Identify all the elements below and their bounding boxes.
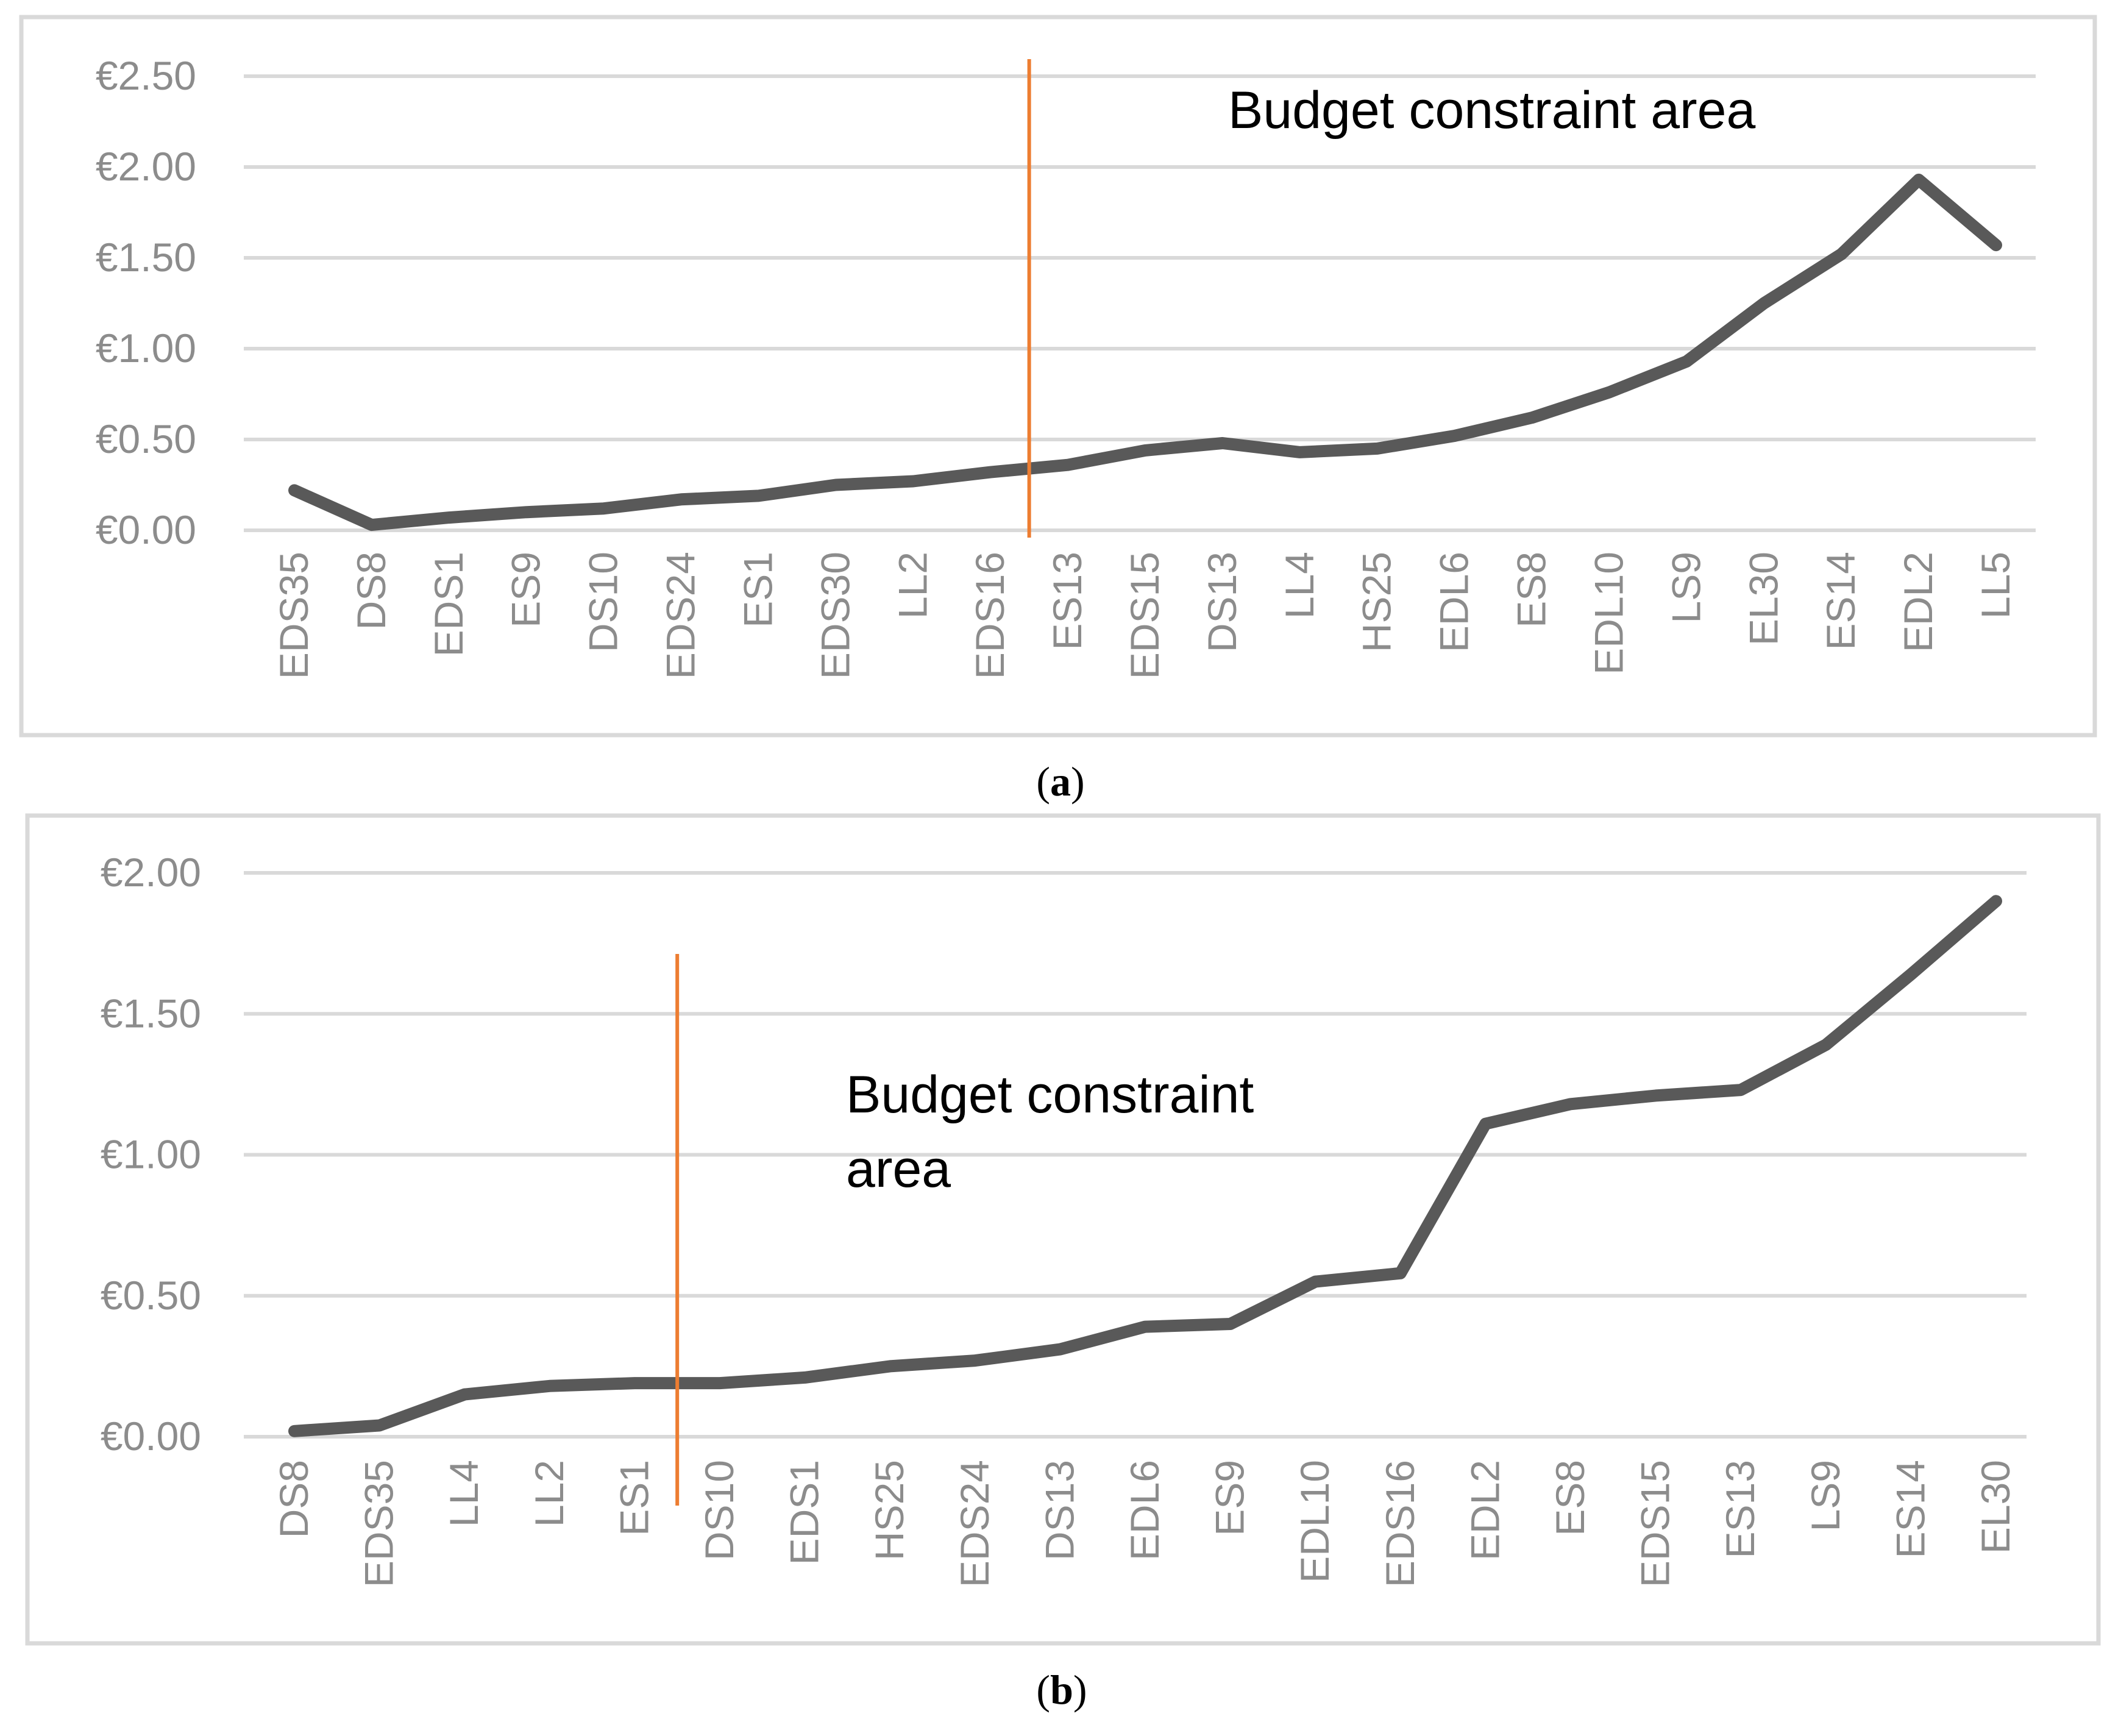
chart-a: €0.00€0.50€1.00€1.50€2.00€2.50 EDS35 DS8 E… [19, 15, 2097, 738]
a-x-tick-label: EDL6 [1432, 552, 1477, 652]
a-x-tick-label: EDS16 [967, 552, 1012, 679]
a-x-tick-label: DS10 [581, 552, 626, 652]
b-x-tick-label: EDS35 [357, 1460, 402, 1587]
chart-b-annotation-line-2: area [846, 1140, 951, 1198]
b-x-tick-label: DS8 [271, 1460, 316, 1538]
a-x-tick-label: ES1 [735, 552, 780, 628]
b-x-tick-label: EDS15 [1633, 1460, 1678, 1587]
b-x-tick-label: EDS16 [1377, 1460, 1423, 1587]
b-x-tick-label: ES13 [1718, 1460, 1763, 1558]
chart-a-annotation: Budget constraint area [1228, 81, 1756, 140]
a-x-tick-label: EDS15 [1122, 552, 1167, 679]
a-x-tick-label: EDS24 [658, 552, 703, 679]
b-y-tick-label: €1.00 [101, 1132, 201, 1177]
b-x-tick-label: EDL2 [1462, 1460, 1507, 1560]
chart-a-series-line [288, 173, 2002, 532]
a-x-tick-label: DS13 [1199, 552, 1245, 652]
b-x-tick-label: DS10 [697, 1460, 742, 1560]
chart-a-frame [19, 15, 2097, 738]
a-x-tick-label: EDS35 [271, 552, 316, 679]
a-y-tick-label: €2.50 [96, 53, 196, 98]
a-y-tick-label: €1.00 [96, 326, 196, 371]
a-y-tick-label: €1.50 [96, 235, 196, 280]
chart-b-panel-label: (b) [1036, 1667, 1087, 1713]
b-x-tick-label: LL2 [527, 1460, 572, 1527]
b-x-tick-label: ES1 [611, 1460, 656, 1536]
b-x-tick-label: LS9 [1803, 1460, 1848, 1531]
a-x-tick-label: EDS30 [812, 552, 858, 679]
a-y-tick-label: €2.00 [96, 144, 196, 189]
chart-a-x-tick-labels: EDS35 DS8 EDS1 ES9 DS10 EDS24 ES1 EDS30 LL2 EDS16… [271, 552, 2018, 679]
a-x-tick-label: HS25 [1354, 552, 1399, 652]
a-x-tick-label: DS8 [349, 552, 394, 630]
a-x-tick-label: ES14 [1818, 552, 1863, 650]
b-x-tick-label: LL4 [441, 1460, 486, 1527]
chart-a-y-tick-labels: €0.00 €0.50 €1.00 €1.50 €2.00 €2.50 [96, 53, 196, 552]
a-x-tick-label: LL4 [1277, 552, 1322, 619]
chart-b-annotation: Budget constraint area [846, 1065, 1268, 1198]
b-x-tick-label: DS13 [1037, 1460, 1082, 1560]
chart-b-y-tick-labels: €0.00 €0.50 €1.00 €1.50 €2.00 [101, 850, 201, 1459]
a-x-tick-label: ES8 [1509, 552, 1554, 628]
chart-a-gridlines [244, 74, 2036, 532]
b-x-tick-label: EDS1 [782, 1460, 827, 1565]
chart-b-x-tick-labels: DS8 EDS35 LL4 LL2 ES1 DS10 EDS1 HS25 EDS24 DS13 ED… [271, 1460, 2018, 1587]
chart-b-series-line [288, 895, 2002, 1437]
a-x-tick-label: ES9 [503, 552, 549, 628]
b-x-tick-label: EDL6 [1122, 1460, 1167, 1560]
a-x-tick-label: LL2 [890, 552, 935, 619]
b-x-tick-label: EL30 [1973, 1460, 2018, 1554]
a-x-tick-label: EDS1 [426, 552, 471, 656]
b-y-tick-label: €2.00 [101, 850, 201, 895]
b-y-tick-label: €0.50 [101, 1273, 201, 1318]
b-x-tick-label: ES8 [1547, 1460, 1593, 1536]
b-y-tick-label: €1.50 [101, 991, 201, 1036]
a-x-tick-label: LL5 [1973, 552, 2018, 619]
a-x-tick-label: ES13 [1045, 552, 1090, 650]
a-x-tick-label: EL30 [1741, 552, 1786, 646]
a-x-tick-label: EDL2 [1895, 552, 1941, 652]
b-x-tick-label: ES9 [1207, 1460, 1252, 1536]
a-x-tick-label: EDL10 [1586, 552, 1631, 675]
b-x-tick-label: EDL10 [1292, 1460, 1337, 1583]
a-y-tick-label: €0.00 [96, 507, 196, 552]
chart-b-frame [25, 813, 2101, 1646]
chart-b-annotation-line-1: Budget constraint [846, 1065, 1254, 1124]
b-y-tick-label: €0.00 [101, 1414, 201, 1459]
b-x-tick-label: ES14 [1888, 1460, 1933, 1558]
chart-b: €0.00 €0.50 €1.00 €1.50 €2.00 DS8 EDS35 LL4 LL2… [25, 813, 2101, 1646]
a-y-tick-label: €0.50 [96, 416, 196, 461]
b-x-tick-label: HS25 [867, 1460, 912, 1560]
b-x-tick-label: EDS24 [952, 1460, 997, 1587]
chart-a-panel-label: (a) [1036, 758, 1084, 805]
chart-b-gridlines [244, 871, 2027, 1439]
a-x-tick-label: LS9 [1663, 552, 1708, 623]
